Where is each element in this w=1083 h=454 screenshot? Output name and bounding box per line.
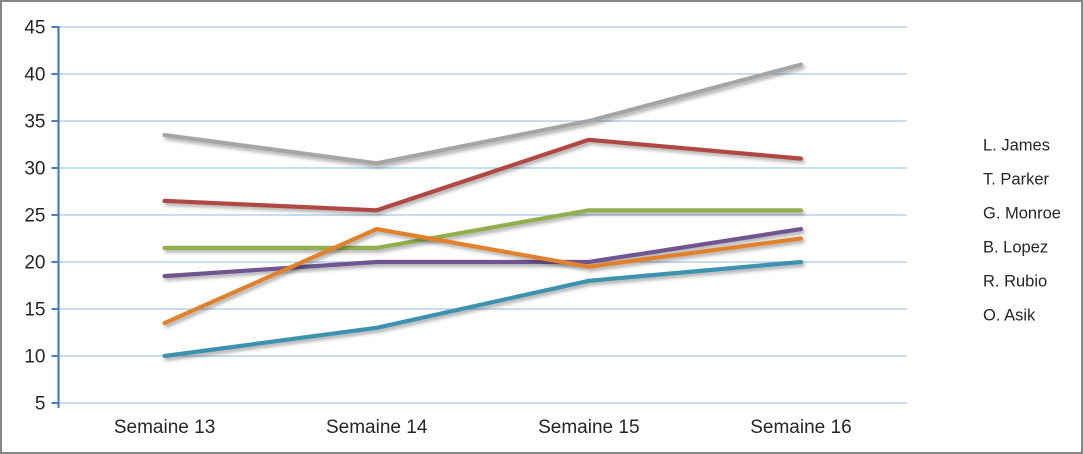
legend-label: B. Lopez: [983, 239, 1048, 257]
x-tick-label: Semaine 13: [114, 417, 215, 438]
y-tick-label: 15: [24, 300, 45, 321]
y-axis-tick-labels: 5 10 15 20 25 30 35 40 45: [24, 18, 45, 415]
x-tick-label: Semaine 15: [538, 417, 639, 438]
series-line-l-james: [162, 62, 804, 166]
legend: L. James T. Parker G. Monroe B. Lopez R. Rub…: [938, 137, 1061, 325]
series-line-g-monroe: [162, 208, 804, 250]
y-tick-label: 40: [24, 65, 45, 86]
y-tick-label: 30: [24, 159, 45, 180]
legend-label: G. Monroe: [983, 205, 1061, 223]
x-axis-tick-labels: Semaine 13 Semaine 14 Semaine 15 Semaine 16: [114, 417, 852, 438]
legend-label: L. James: [983, 137, 1050, 155]
y-tick-label: 10: [24, 347, 45, 368]
y-tick-label: 20: [24, 253, 45, 274]
x-tick-label: Semaine 14: [326, 417, 428, 438]
legend-label: T. Parker: [983, 171, 1050, 189]
y-tick-label: 5: [35, 394, 46, 415]
y-tick-label: 25: [24, 206, 45, 227]
series-line-b-lopez: [162, 227, 804, 279]
y-tick-label: 45: [24, 18, 45, 39]
legend-item: R. Rubio: [938, 273, 1047, 291]
x-tick-label: Semaine 16: [750, 417, 851, 438]
legend-label: R. Rubio: [983, 273, 1047, 291]
legend-item: L. James: [938, 137, 1050, 155]
y-tick-label: 35: [24, 112, 45, 133]
legend-item: O. Asik: [938, 307, 1036, 325]
legend-label: O. Asik: [983, 307, 1036, 325]
legend-item: T. Parker: [938, 171, 1050, 189]
series-lines: [162, 62, 804, 359]
y-axis: [51, 26, 60, 408]
gridlines: [58, 26, 907, 404]
legend-item: B. Lopez: [938, 239, 1048, 257]
series-line-t-parker: [162, 137, 804, 213]
series-line-o-asik: [162, 227, 804, 326]
legend-item: G. Monroe: [938, 205, 1061, 223]
series-line-r-rubio: [162, 259, 804, 359]
